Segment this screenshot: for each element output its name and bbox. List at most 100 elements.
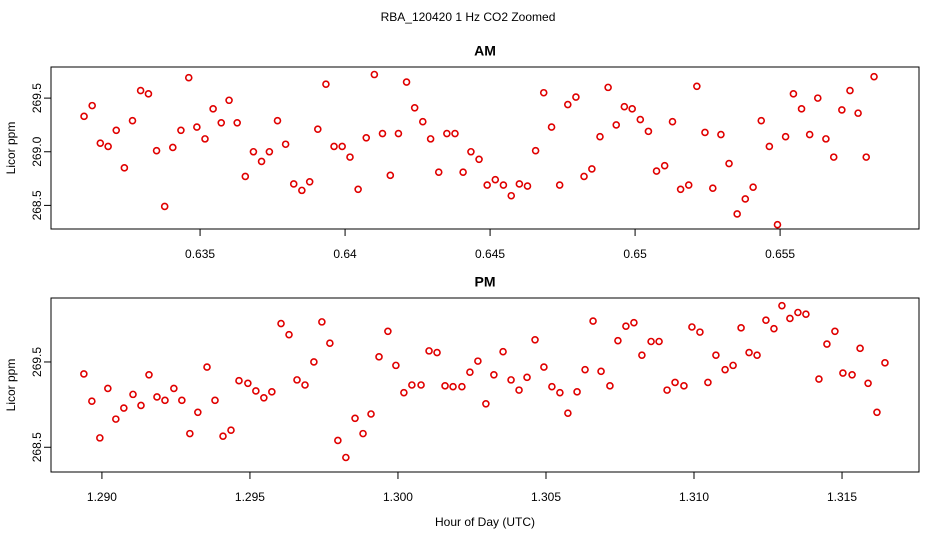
- data-point: [268, 388, 276, 396]
- data-point: [466, 368, 474, 377]
- data-point: [120, 404, 128, 412]
- data-point: [589, 317, 597, 325]
- data-point: [301, 381, 309, 389]
- data-point: [186, 429, 194, 438]
- data-point: [523, 373, 531, 382]
- data-point: [209, 105, 217, 113]
- data-point: [773, 220, 782, 229]
- data-point: [491, 175, 500, 184]
- data-point: [112, 415, 120, 423]
- data-point: [696, 328, 704, 336]
- data-point: [257, 157, 266, 166]
- data-point: [443, 129, 451, 138]
- data-point: [400, 388, 408, 397]
- data-point: [235, 376, 243, 385]
- data-point: [789, 90, 798, 98]
- data-point: [749, 183, 757, 191]
- data-point: [741, 195, 750, 203]
- data-point: [556, 388, 564, 397]
- data-point: [402, 78, 411, 86]
- data-point: [797, 105, 806, 113]
- data-point: [96, 434, 104, 442]
- data-point: [211, 396, 219, 405]
- data-point: [507, 191, 516, 200]
- data-point: [622, 322, 630, 330]
- data-point: [392, 361, 400, 370]
- data-point: [137, 401, 145, 410]
- y-tick-label: 269.5: [30, 83, 44, 113]
- data-point: [203, 363, 211, 371]
- data-point: [375, 353, 383, 361]
- data-point: [572, 93, 580, 101]
- data-point: [184, 73, 193, 82]
- data-point: [410, 103, 419, 112]
- x-axis-label: Hour of Day (UTC): [435, 515, 535, 529]
- data-point: [490, 370, 498, 379]
- data-point: [178, 396, 186, 405]
- data-point: [781, 132, 790, 141]
- data-point: [765, 142, 774, 151]
- data-point: [712, 351, 720, 359]
- data-point: [177, 126, 185, 135]
- data-point: [128, 116, 137, 125]
- data-point: [838, 106, 846, 114]
- main-title: RBA_120420 1 Hz CO2 Zoomed: [381, 10, 556, 24]
- data-point: [281, 140, 290, 149]
- data-point: [638, 351, 646, 359]
- data-point: [499, 347, 507, 356]
- data-point: [596, 132, 604, 141]
- data-point: [362, 134, 371, 142]
- panel-title: AM: [474, 43, 496, 59]
- data-point: [668, 117, 677, 126]
- data-point: [745, 348, 753, 357]
- data-point: [693, 82, 701, 91]
- data-point: [614, 336, 622, 345]
- data-point: [721, 365, 729, 374]
- data-point: [359, 429, 367, 438]
- data-point: [314, 125, 322, 134]
- data-point: [434, 168, 443, 176]
- data-point: [881, 359, 889, 367]
- data-point: [647, 337, 655, 346]
- data-point: [144, 90, 153, 98]
- data-point: [709, 184, 717, 193]
- data-point: [370, 70, 379, 79]
- data-point: [856, 344, 864, 353]
- data-point: [805, 130, 814, 139]
- x-tick-label: 1.310: [679, 490, 709, 504]
- data-point: [822, 135, 830, 143]
- y-tick-label: 269.5: [30, 347, 44, 377]
- data-point: [160, 202, 169, 211]
- panel: AM Licor ppm 0.635 0.64 0.645 0.65 0.655 268.5 2…: [4, 43, 920, 261]
- panel-title: PM: [475, 274, 496, 290]
- data-point: [426, 135, 435, 143]
- data-point: [540, 363, 548, 371]
- data-point: [701, 128, 709, 137]
- data-point: [660, 161, 669, 170]
- data-point: [854, 109, 862, 117]
- data-point: [161, 396, 169, 405]
- data-point: [606, 382, 614, 390]
- data-point: [194, 408, 202, 417]
- data-point: [802, 310, 810, 319]
- y-axis-label: Licor ppm: [4, 122, 18, 175]
- y-tick-label: 268.5: [30, 432, 44, 462]
- data-point: [864, 379, 872, 388]
- data-point: [112, 126, 121, 135]
- data-point: [676, 185, 685, 194]
- data-point: [451, 129, 459, 138]
- data-point: [418, 117, 427, 126]
- data-point: [612, 121, 621, 129]
- data-point: [88, 101, 96, 110]
- x-tick-label: 1.295: [235, 490, 265, 504]
- data-point: [458, 382, 466, 391]
- data-point: [753, 351, 761, 359]
- data-point: [555, 181, 564, 189]
- data-point: [794, 308, 802, 317]
- data-point: [459, 168, 467, 176]
- data-point: [265, 147, 274, 156]
- data-point: [249, 147, 258, 156]
- y-tick-label: 269.0: [30, 136, 44, 166]
- data-point: [169, 143, 177, 152]
